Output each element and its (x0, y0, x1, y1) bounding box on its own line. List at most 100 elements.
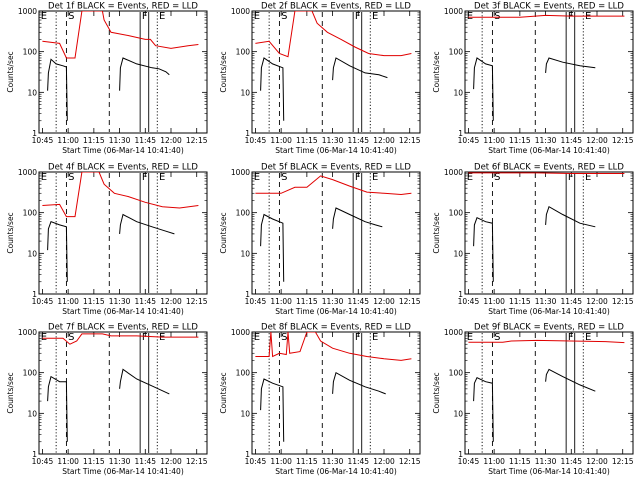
marker-letter: E (372, 11, 378, 22)
y-tick-label: 10 (453, 88, 463, 97)
x-tick-label: 11:45 (347, 136, 369, 145)
y-tick-label: 1000 (231, 328, 250, 337)
panel-title: Det 7f BLACK = Events, RED = LLD (48, 323, 198, 333)
marker-letter: S (494, 11, 500, 22)
x-tick-label: 12:15 (399, 136, 421, 145)
y-tick-label: 1 (32, 129, 37, 138)
marker-letter: E (467, 332, 473, 343)
y-tick-label: 10 (240, 88, 250, 97)
marker-letter: S (281, 11, 287, 22)
x-tick-label: 11:00 (270, 136, 292, 145)
x-tick-label: 12:00 (586, 457, 608, 466)
x-tick-label: 11:00 (483, 457, 505, 466)
y-axis-label: Counts/sec (6, 212, 15, 253)
series-lld-line (468, 172, 625, 174)
y-tick-label: 100 (23, 369, 38, 378)
series-events-line (260, 371, 386, 442)
series-lld-line (468, 14, 625, 18)
x-axis-label: Start Time (06-Mar-14 10:41:40) (488, 307, 610, 316)
x-tick-label: 11:15 (83, 457, 105, 466)
panel-2: Det 2f BLACK = Events, RED = LLD 1 10 100 10… (219, 2, 421, 156)
marker-letter: S (494, 332, 500, 343)
x-tick-label: 11:45 (560, 136, 582, 145)
y-tick-label: 100 (449, 369, 464, 378)
marker-letter: F (568, 172, 574, 183)
marker-letter: E (254, 172, 260, 183)
plot-frame (38, 171, 208, 295)
x-tick-label: 10:45 (458, 457, 480, 466)
x-tick-label: 11:15 (296, 297, 318, 306)
panel-title: Det 9f BLACK = Events, RED = LLD (474, 323, 624, 333)
marker-letter: S (281, 172, 287, 183)
x-tick-label: 10:45 (245, 457, 267, 466)
x-axis-label: Start Time (06-Mar-14 10:41:40) (62, 146, 184, 155)
panel-title: Det 1f BLACK = Events, RED = LLD (48, 2, 198, 12)
x-tick-label: 10:45 (245, 297, 267, 306)
x-tick-label: 11:45 (560, 457, 582, 466)
series-lld-line (255, 332, 412, 361)
series-events-line (473, 368, 596, 442)
x-tick-label: 11:15 (296, 457, 318, 466)
x-tick-label: 11:15 (83, 136, 105, 145)
marker-letter: F (568, 332, 574, 343)
x-tick-label: 11:00 (57, 457, 79, 466)
panel-title: Det 3f BLACK = Events, RED = LLD (474, 2, 624, 12)
x-tick-label: 11:30 (535, 457, 557, 466)
y-axis-label: Counts/sec (219, 212, 228, 253)
panel-title: Det 8f BLACK = Events, RED = LLD (261, 323, 411, 333)
x-tick-label: 11:45 (134, 457, 156, 466)
x-tick-label: 11:15 (509, 297, 531, 306)
y-tick-label: 1 (245, 129, 250, 138)
y-tick-label: 10 (453, 409, 463, 418)
x-tick-label: 11:00 (57, 136, 79, 145)
marker-letter: E (585, 332, 591, 343)
series-lld-line (468, 339, 625, 344)
x-axis-label: Start Time (06-Mar-14 10:41:40) (275, 307, 397, 316)
y-tick-label: 1 (245, 450, 250, 459)
y-tick-label: 100 (23, 48, 38, 57)
y-tick-label: 1 (32, 450, 37, 459)
x-tick-label: 10:45 (32, 136, 54, 145)
plot-frame (464, 331, 634, 455)
marker-letter: E (254, 332, 260, 343)
marker-letter: F (142, 332, 148, 343)
x-tick-label: 11:45 (134, 136, 156, 145)
y-axis-label: Counts/sec (432, 51, 441, 92)
panel-title: Det 4f BLACK = Events, RED = LLD (48, 163, 198, 173)
x-axis-label: Start Time (06-Mar-14 10:41:40) (275, 467, 397, 476)
marker-letter: F (142, 172, 148, 183)
y-tick-label: 100 (449, 48, 464, 57)
y-tick-label: 1000 (444, 168, 463, 177)
panel-7: Det 7f BLACK = Events, RED = LLD 1 10 100 10… (6, 323, 208, 477)
marker-letter: E (467, 11, 473, 22)
marker-letter: E (159, 11, 165, 22)
y-tick-label: 10 (240, 249, 250, 258)
x-tick-label: 12:00 (160, 457, 182, 466)
x-tick-label: 12:15 (612, 136, 634, 145)
series-lld-line (42, 333, 199, 345)
series-lld-line (42, 11, 199, 59)
marker-letter: S (494, 172, 500, 183)
y-tick-label: 1 (32, 290, 37, 299)
panel-title: Det 2f BLACK = Events, RED = LLD (261, 2, 411, 12)
x-axis-label: Start Time (06-Mar-14 10:41:40) (62, 467, 184, 476)
x-tick-label: 11:45 (134, 297, 156, 306)
panel-1: Det 1f BLACK = Events, RED = LLD 1 10 100 10… (6, 2, 208, 156)
x-tick-label: 12:00 (373, 136, 395, 145)
panel-5: Det 5f BLACK = Events, RED = LLD 1 10 100 10… (219, 163, 421, 317)
series-lld-line (42, 172, 199, 218)
y-tick-label: 100 (23, 209, 38, 218)
marker-letter: E (41, 332, 47, 343)
series-lld-line (255, 175, 412, 196)
y-tick-label: 1000 (18, 7, 37, 16)
y-tick-label: 1000 (444, 328, 463, 337)
x-axis-label: Start Time (06-Mar-14 10:41:40) (275, 146, 397, 155)
x-axis-label: Start Time (06-Mar-14 10:41:40) (488, 467, 610, 476)
y-axis-label: Counts/sec (219, 51, 228, 92)
marker-letter: F (355, 332, 361, 343)
marker-letter: S (68, 11, 74, 22)
panel-8: Det 8f BLACK = Events, RED = LLD 1 10 100 10… (219, 323, 421, 477)
x-tick-label: 10:45 (245, 136, 267, 145)
x-tick-label: 12:00 (586, 136, 608, 145)
